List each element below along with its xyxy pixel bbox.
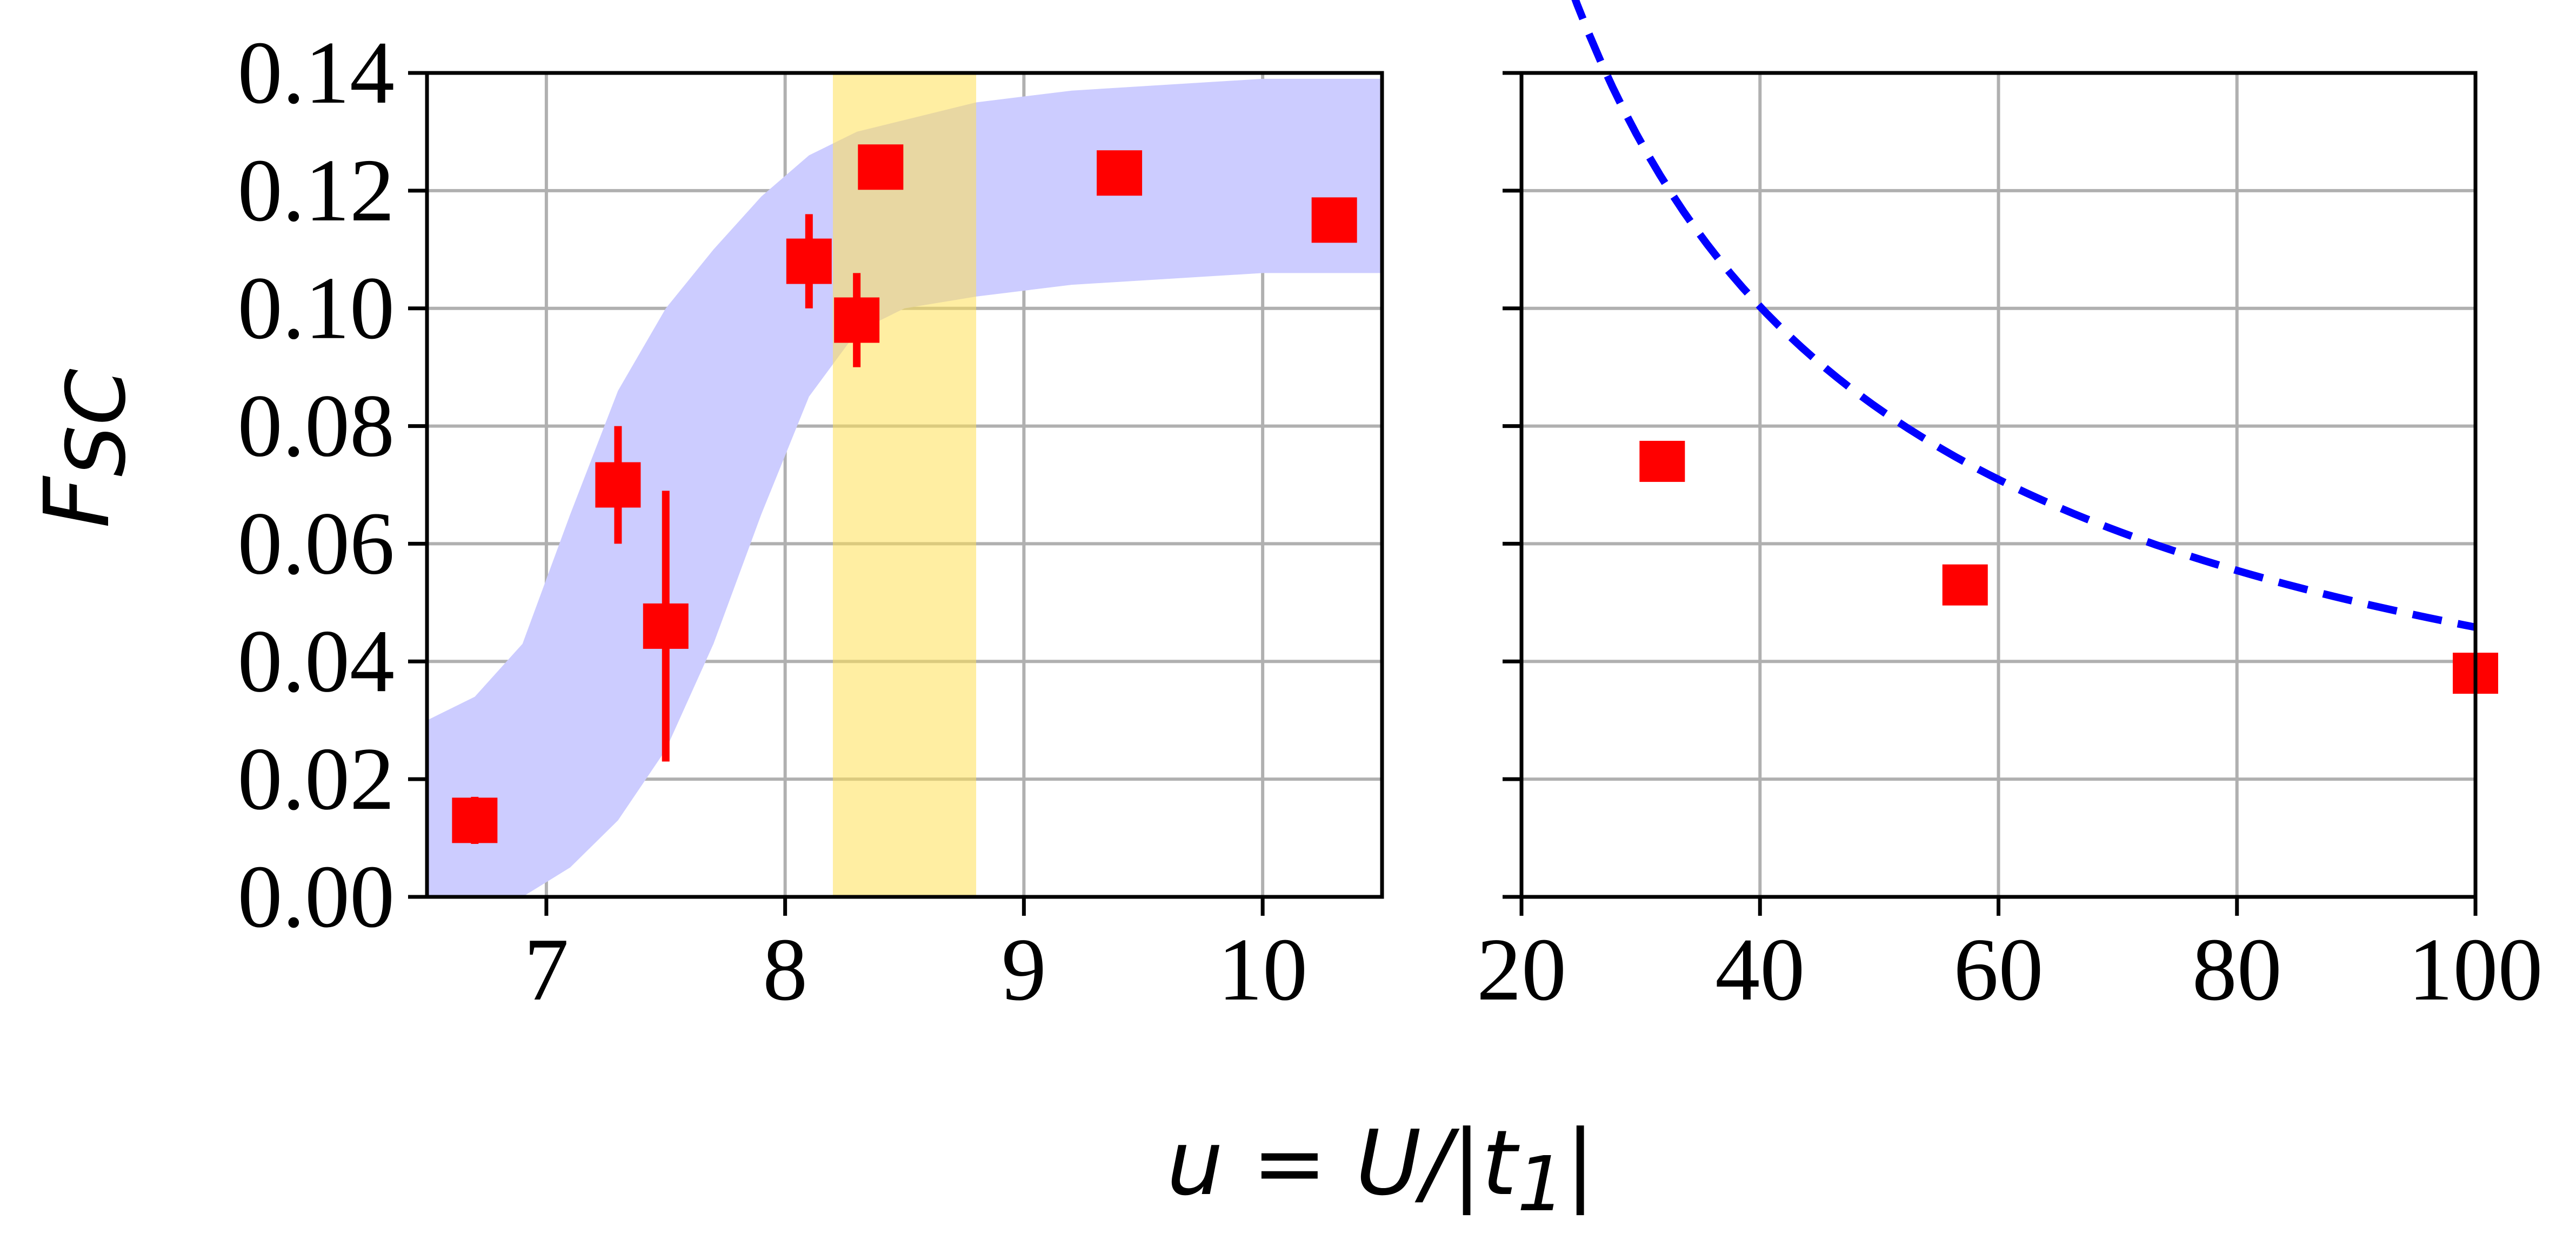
x-tick-label: 80 [2192, 920, 2282, 1019]
x-tick-label: 60 [1954, 920, 2044, 1019]
x-tick-label: 9 [1002, 920, 1046, 1019]
square-marker [834, 297, 880, 343]
square-marker [858, 144, 904, 190]
y-tick-label: 0.08 [238, 376, 395, 475]
x-tick-label: 7 [524, 920, 569, 1019]
right-ticks: 20 40 60 80 100 [1477, 71, 2543, 1019]
square-marker [1097, 150, 1143, 196]
right-data-points [1639, 440, 2498, 694]
right-panel: 20 40 60 80 100 [1477, 0, 2543, 1019]
y-tick-label: 0.10 [238, 258, 395, 358]
highlight-rect [832, 73, 977, 897]
y-tick-label: 0.02 [238, 729, 395, 828]
y-tick-label: 0.06 [238, 493, 395, 593]
left-highlight-region [832, 73, 977, 897]
square-marker [452, 797, 498, 843]
y-tick-label: 0.04 [238, 611, 395, 710]
y-tick-label: 0.12 [238, 140, 395, 240]
x-tick-label: 20 [1477, 920, 1566, 1019]
x-axis-label-main: u = U/|t [1166, 1111, 1520, 1216]
left-panel: 0.00 0.02 0.04 0.06 0.08 0.10 0.12 0.14 7 8 9 10 [238, 23, 1384, 1019]
right-grid [1520, 71, 2477, 898]
square-marker [1639, 440, 1685, 482]
left-ticks: 0.00 0.02 0.04 0.06 0.08 0.10 0.12 0.14 7 8 9 10 [238, 23, 1308, 1019]
data-point [858, 144, 904, 190]
y-axis-label-main: F [25, 475, 130, 528]
x-axis-label-subscript: 1 [1517, 1141, 1565, 1229]
right-fit-curve [1571, 0, 2477, 631]
data-point [834, 273, 880, 367]
y-tick-label: 0.00 [238, 847, 395, 946]
data-point [643, 491, 689, 762]
left-data-points [452, 144, 1357, 844]
data-point [786, 214, 832, 308]
x-tick-label: 10 [1218, 920, 1307, 1019]
left-axes-frame [425, 71, 1384, 899]
x-axis-label: u = U/|t1| [1166, 1111, 1595, 1229]
x-tick-label: 8 [763, 920, 807, 1019]
y-tick-label: 0.14 [238, 23, 395, 122]
x-tick-label: 100 [2408, 920, 2543, 1019]
x-axis-label-end: | [1565, 1111, 1596, 1216]
square-marker [786, 238, 832, 284]
y-axis-label: FSC [25, 368, 144, 528]
data-point [452, 796, 498, 844]
data-point [1311, 197, 1357, 243]
y-axis-label-subscript: SC [50, 368, 144, 477]
square-marker [1311, 197, 1357, 243]
data-point [595, 426, 641, 544]
data-point [1097, 150, 1143, 196]
fit-line [1571, 0, 2477, 631]
square-marker [643, 603, 689, 649]
x-tick-label: 40 [1715, 920, 1805, 1019]
square-marker [595, 462, 641, 508]
square-marker [1942, 564, 1988, 606]
